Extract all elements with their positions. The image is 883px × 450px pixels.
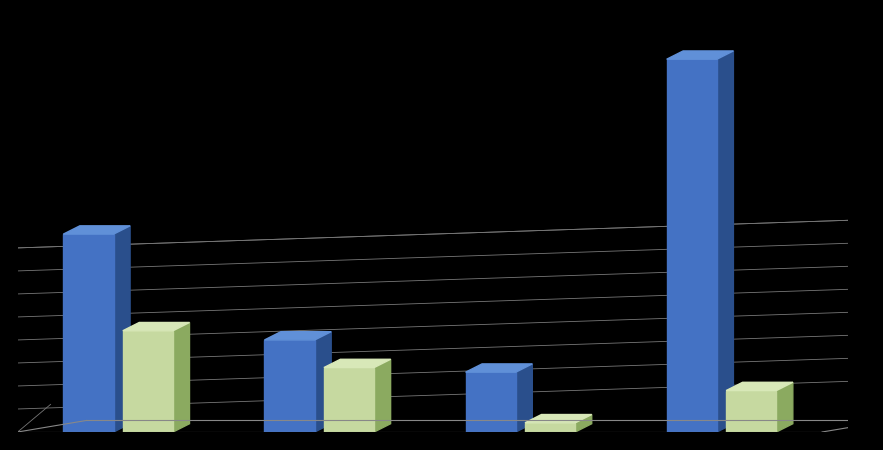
Polygon shape [776, 382, 793, 432]
Polygon shape [123, 323, 190, 331]
Polygon shape [465, 372, 516, 432]
Polygon shape [525, 414, 592, 423]
Polygon shape [64, 234, 114, 432]
Polygon shape [726, 391, 776, 432]
Polygon shape [667, 51, 734, 59]
Polygon shape [123, 331, 173, 432]
Polygon shape [114, 226, 130, 432]
Polygon shape [575, 414, 592, 432]
Polygon shape [265, 340, 314, 432]
Polygon shape [64, 226, 130, 234]
Polygon shape [516, 364, 532, 432]
Polygon shape [667, 59, 717, 432]
Polygon shape [525, 423, 575, 432]
Polygon shape [314, 332, 331, 432]
Polygon shape [265, 332, 331, 340]
Polygon shape [324, 359, 390, 368]
Polygon shape [726, 382, 793, 391]
Polygon shape [465, 364, 532, 372]
Polygon shape [324, 368, 374, 432]
Polygon shape [173, 323, 190, 432]
Polygon shape [717, 51, 734, 432]
Polygon shape [374, 359, 390, 432]
